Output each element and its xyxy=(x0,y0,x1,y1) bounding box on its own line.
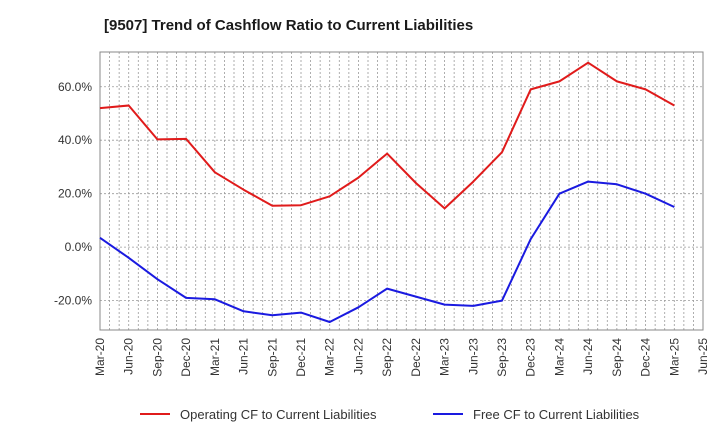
legend-label: Operating CF to Current Liabilities xyxy=(180,407,377,422)
legend: Operating CF to Current Liabilities Free … xyxy=(140,407,640,422)
y-tick-label: 60.0% xyxy=(58,80,92,94)
series-lines xyxy=(99,61,675,323)
chart-title: [9507] Trend of Cashflow Ratio to Curren… xyxy=(104,17,473,34)
x-tick-label: Mar-23 xyxy=(438,338,452,376)
x-tick-label: Sep-22 xyxy=(380,338,394,377)
y-tick-label: 0.0% xyxy=(65,240,93,254)
grid xyxy=(99,52,704,330)
x-tick-label: Dec-23 xyxy=(524,338,538,377)
y-axis: -20.0% 0.0% 20.0% 40.0% 60.0% xyxy=(54,80,92,308)
x-tick-label: Jun-22 xyxy=(351,338,365,375)
x-tick-label: Sep-23 xyxy=(495,338,509,377)
y-tick-label: -20.0% xyxy=(54,294,92,308)
x-tick-label: Mar-22 xyxy=(323,338,337,376)
y-tick-label: 20.0% xyxy=(58,187,92,201)
x-tick-label: Dec-22 xyxy=(409,338,423,377)
y-tick-label: 40.0% xyxy=(58,133,92,147)
x-tick-label: Mar-20 xyxy=(93,338,107,376)
x-tick-label: Mar-25 xyxy=(667,338,681,376)
x-tick-label: Jun-24 xyxy=(581,338,595,375)
x-tick-label: Mar-21 xyxy=(208,338,222,376)
series-line-free-cf xyxy=(99,180,675,323)
x-tick-label: Jun-25 xyxy=(696,338,710,375)
x-tick-label: Dec-24 xyxy=(639,338,653,377)
x-tick-label: Sep-21 xyxy=(265,338,279,377)
x-tick-label: Jun-21 xyxy=(237,338,251,375)
x-tick-label: Sep-20 xyxy=(150,338,164,377)
x-tick-label: Sep-24 xyxy=(610,338,624,377)
plot-area xyxy=(99,51,704,331)
x-tick-label: Jun-20 xyxy=(122,338,136,375)
x-tick-label: Dec-21 xyxy=(294,338,308,377)
x-axis: Mar-20 Jun-20 Sep-20 Dec-20 Mar-21 Jun-21 Sep-… xyxy=(93,338,710,377)
series-line-operating-cf xyxy=(99,61,675,210)
x-tick-label: Dec-20 xyxy=(179,338,193,377)
x-tick-label: Mar-24 xyxy=(552,338,566,376)
x-tick-label: Jun-23 xyxy=(466,338,480,375)
legend-label: Free CF to Current Liabilities xyxy=(473,407,640,422)
